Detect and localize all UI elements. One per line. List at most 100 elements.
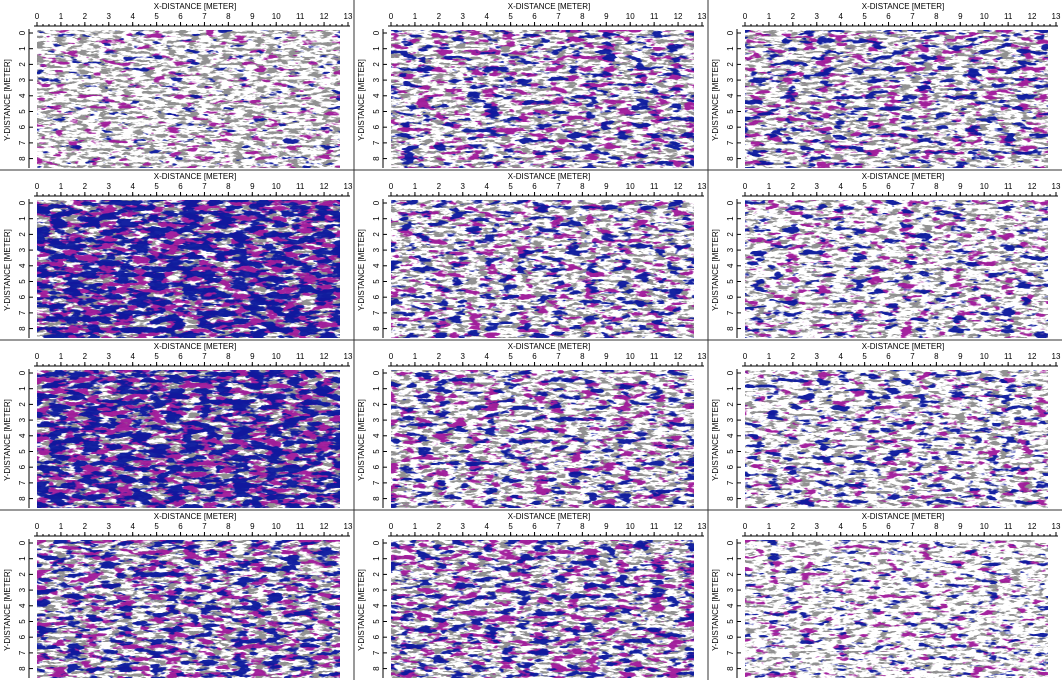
x-tick-label: 4 xyxy=(130,12,135,21)
x-tick-label: 12 xyxy=(1028,352,1037,361)
map-panel: X-DISTANCE [METER]Y-DISTANCE [METER]0 1 2 3… xyxy=(711,2,1061,168)
x-tick-label: 7 xyxy=(910,12,915,21)
x-axis-label: X-DISTANCE [METER] xyxy=(508,342,591,351)
x-tick-label: 5 xyxy=(508,12,513,21)
x-tick-label: 12 xyxy=(320,12,329,21)
x-tick-label: 4 xyxy=(838,522,843,531)
x-tick-label: 6 xyxy=(532,12,537,21)
x-tick-label: 3 xyxy=(815,182,820,191)
y-tick-label: 5 xyxy=(372,109,381,114)
y-tick-label: 3 xyxy=(726,247,735,252)
y-tick-label: 0 xyxy=(372,370,381,375)
map-texture xyxy=(391,200,694,338)
x-axis-label: X-DISTANCE [METER] xyxy=(154,512,237,521)
y-tick-label: 3 xyxy=(18,587,27,592)
x-tick-label: 2 xyxy=(791,12,796,21)
y-tick-label: 2 xyxy=(726,62,735,67)
x-tick-label: 7 xyxy=(202,352,207,361)
map-panel: X-DISTANCE [METER]Y-DISTANCE [METER]0 1 2 3… xyxy=(357,2,707,168)
x-tick-label: 10 xyxy=(980,12,989,21)
x-tick-label: 5 xyxy=(508,522,513,531)
x-tick-label: 3 xyxy=(107,182,112,191)
x-tick-label: 9 xyxy=(604,12,609,21)
y-tick-label: 8 xyxy=(726,156,735,161)
y-tick-label: 8 xyxy=(372,326,381,331)
y-tick-label: 0 xyxy=(726,370,735,375)
y-tick-label: 4 xyxy=(18,603,27,608)
x-tick-label: 3 xyxy=(107,352,112,361)
x-axis-label: X-DISTANCE [METER] xyxy=(862,172,945,181)
y-tick-label: 1 xyxy=(18,216,27,221)
y-tick-label: 5 xyxy=(372,449,381,454)
y-tick-label: 5 xyxy=(726,619,735,624)
x-tick-label: 9 xyxy=(604,352,609,361)
x-tick-label: 3 xyxy=(461,182,466,191)
x-tick-label: 12 xyxy=(674,182,683,191)
y-tick-label: 4 xyxy=(726,93,735,98)
x-tick-label: 4 xyxy=(484,182,489,191)
x-tick-label: 2 xyxy=(83,522,88,531)
y-tick-label: 3 xyxy=(372,247,381,252)
x-tick-label: 10 xyxy=(626,182,635,191)
x-tick-label: 11 xyxy=(1004,182,1013,191)
x-tick-label: 1 xyxy=(767,352,772,361)
x-tick-label: 7 xyxy=(556,352,561,361)
x-tick-label: 13 xyxy=(698,352,707,361)
y-tick-label: 3 xyxy=(18,417,27,422)
x-tick-label: 2 xyxy=(437,12,442,21)
x-tick-label: 3 xyxy=(461,522,466,531)
map-texture xyxy=(745,540,1048,678)
y-tick-label: 5 xyxy=(18,619,27,624)
x-tick-label: 13 xyxy=(1052,182,1061,191)
y-tick-label: 4 xyxy=(372,433,381,438)
y-tick-label: 4 xyxy=(18,93,27,98)
x-tick-label: 10 xyxy=(272,352,281,361)
x-tick-label: 4 xyxy=(838,12,843,21)
x-tick-label: 1 xyxy=(413,522,418,531)
x-axis-label: X-DISTANCE [METER] xyxy=(862,2,945,11)
x-tick-label: 0 xyxy=(743,12,748,21)
y-tick-label: 1 xyxy=(372,216,381,221)
y-tick-label: 0 xyxy=(18,30,27,35)
x-tick-label: 3 xyxy=(815,12,820,21)
y-tick-label: 4 xyxy=(372,603,381,608)
y-tick-label: 7 xyxy=(372,480,381,485)
x-tick-label: 10 xyxy=(272,522,281,531)
x-tick-label: 6 xyxy=(532,522,537,531)
x-tick-label: 3 xyxy=(815,352,820,361)
y-tick-label: 8 xyxy=(18,496,27,501)
x-tick-label: 1 xyxy=(767,182,772,191)
x-tick-label: 4 xyxy=(130,522,135,531)
x-tick-label: 1 xyxy=(59,522,64,531)
x-tick-label: 2 xyxy=(791,182,796,191)
x-tick-label: 12 xyxy=(1028,182,1037,191)
x-tick-label: 8 xyxy=(580,12,585,21)
y-tick-label: 7 xyxy=(726,140,735,145)
x-tick-label: 12 xyxy=(320,182,329,191)
map-panel: X-DISTANCE [METER]Y-DISTANCE [METER]0 1 2 3… xyxy=(3,512,353,678)
y-tick-label: 7 xyxy=(726,310,735,315)
x-tick-label: 5 xyxy=(154,522,159,531)
y-tick-label: 8 xyxy=(18,666,27,671)
x-tick-label: 9 xyxy=(958,182,963,191)
y-tick-label: 2 xyxy=(726,402,735,407)
x-tick-label: 13 xyxy=(344,12,353,21)
x-tick-label: 9 xyxy=(958,12,963,21)
x-tick-label: 12 xyxy=(1028,522,1037,531)
x-tick-label: 0 xyxy=(35,522,40,531)
y-tick-label: 5 xyxy=(726,109,735,114)
y-tick-label: 0 xyxy=(18,540,27,545)
map-texture xyxy=(391,370,694,508)
x-tick-label: 7 xyxy=(202,522,207,531)
x-tick-label: 6 xyxy=(178,12,183,21)
y-tick-label: 2 xyxy=(18,402,27,407)
y-axis-label: Y-DISTANCE [METER] xyxy=(711,399,720,481)
x-tick-label: 4 xyxy=(484,352,489,361)
x-tick-label: 11 xyxy=(296,182,305,191)
x-tick-label: 6 xyxy=(886,352,891,361)
y-tick-label: 6 xyxy=(372,294,381,299)
y-tick-label: 2 xyxy=(18,62,27,67)
x-tick-label: 1 xyxy=(767,522,772,531)
y-tick-label: 4 xyxy=(726,263,735,268)
y-tick-label: 2 xyxy=(372,62,381,67)
